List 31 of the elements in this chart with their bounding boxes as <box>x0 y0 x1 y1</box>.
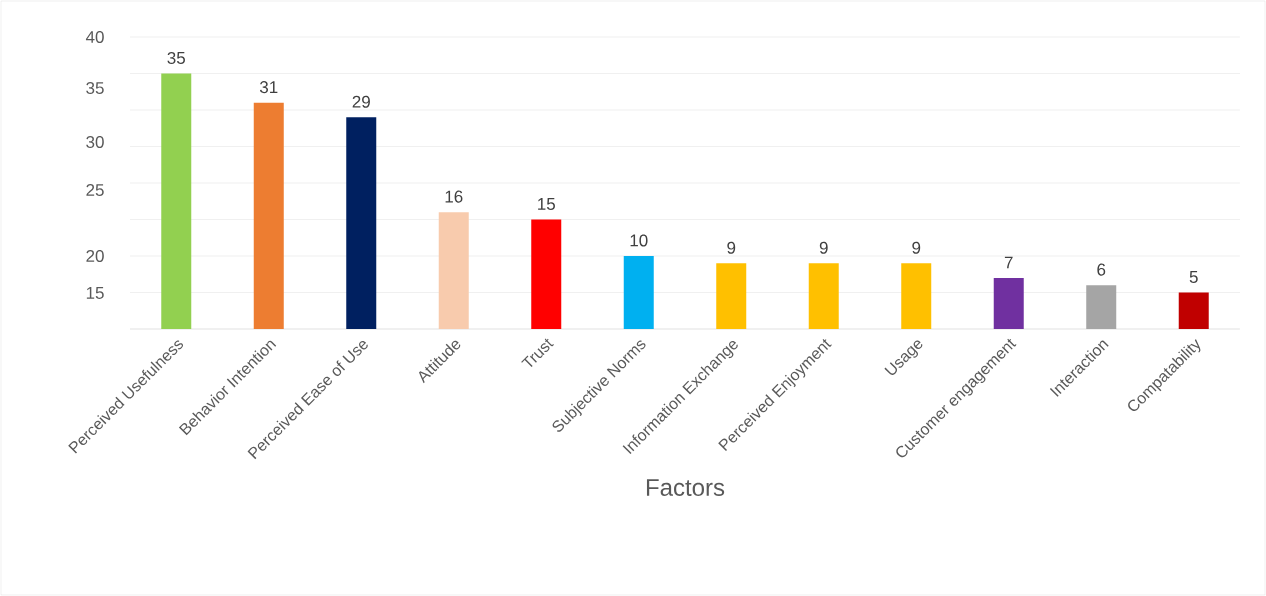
data-label: 5 <box>1189 271 1198 283</box>
bar <box>346 117 377 329</box>
bar <box>901 263 932 329</box>
data-label: 15 <box>538 198 555 210</box>
data-label: 29 <box>352 95 370 108</box>
text: 15 <box>86 287 104 299</box>
data-label: 16 <box>445 190 463 203</box>
bar <box>438 212 469 329</box>
bar <box>161 73 192 329</box>
text: 20 <box>86 249 104 263</box>
data-label: 35 <box>167 51 185 64</box>
text: 35 <box>86 81 104 95</box>
data-label: 31 <box>259 81 278 94</box>
x-axis-title: Factors <box>646 479 725 496</box>
bar <box>1086 285 1117 329</box>
bar <box>716 263 747 329</box>
data-label: 10 <box>630 234 648 247</box>
text: 40 <box>85 30 104 44</box>
bar <box>531 219 562 329</box>
bar <box>993 277 1024 329</box>
data-label: 9 <box>819 241 828 254</box>
bar <box>623 255 654 329</box>
bar <box>808 263 839 329</box>
data-label: 6 <box>1097 263 1106 276</box>
data-label: 7 <box>1004 256 1013 269</box>
bar <box>1178 292 1209 329</box>
text: 25 <box>86 183 104 197</box>
bar <box>253 102 284 329</box>
data-label: 9 <box>912 241 921 254</box>
data-label: 9 <box>727 241 736 254</box>
text: 30 <box>86 135 104 149</box>
